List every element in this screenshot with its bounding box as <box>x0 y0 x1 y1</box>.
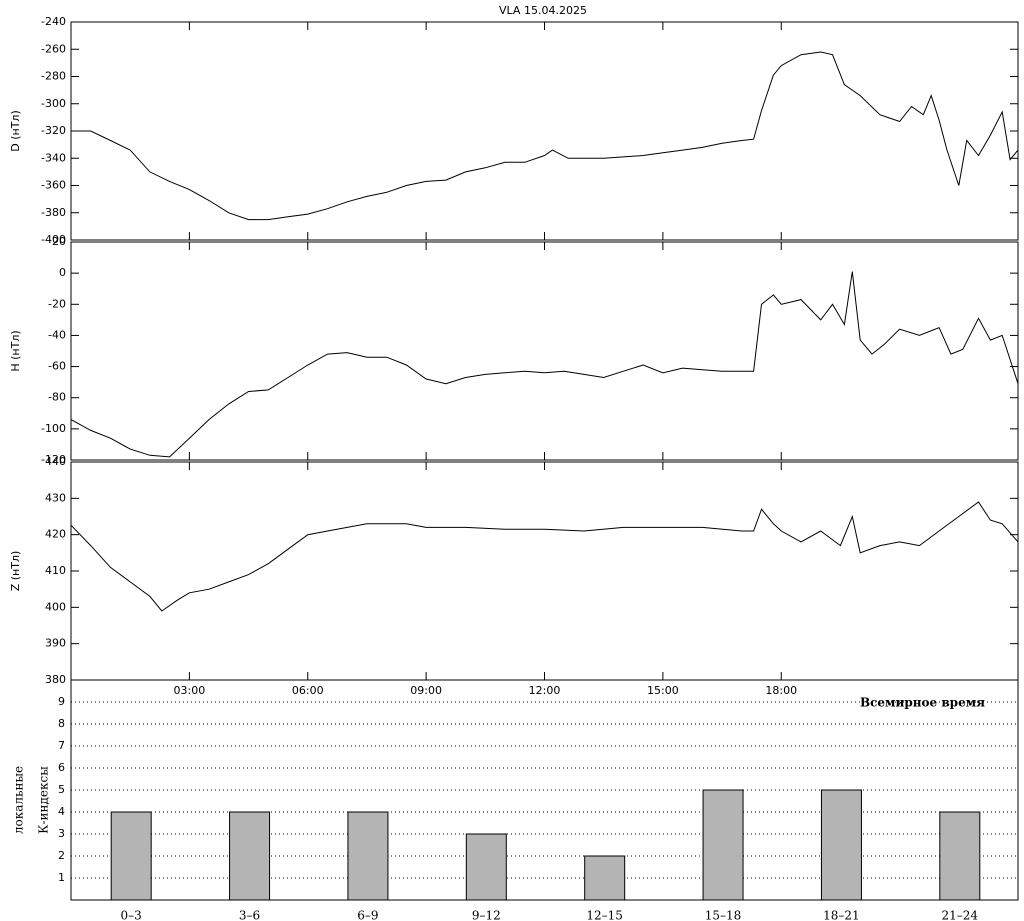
y-tick-label: 20 <box>52 235 66 248</box>
y-tick-label: -320 <box>41 124 66 137</box>
x-tick-label: 15:00 <box>647 684 679 697</box>
y-tick-label: 390 <box>45 637 66 650</box>
bar <box>702 789 744 901</box>
x-tick-label: 12:00 <box>529 684 561 697</box>
y-tick-label: -300 <box>41 97 66 110</box>
y-tick-label: 4 <box>58 805 65 818</box>
y-tick-label: -120 <box>41 453 66 466</box>
y-tick-label: -280 <box>41 70 66 83</box>
y-tick-label: 410 <box>45 564 66 577</box>
data-line <box>70 501 1019 612</box>
y-tick-label: -20 <box>48 297 66 310</box>
bar <box>347 811 389 901</box>
x-tick-label: 12–15 <box>586 909 623 921</box>
y-tick-label: 7 <box>58 739 65 752</box>
plot-frame <box>70 21 1019 241</box>
y-axis-label: К-индексы <box>37 766 51 834</box>
y-tick-label: 2 <box>58 849 65 862</box>
data-line <box>70 271 1019 458</box>
x-tick-label: 9–12 <box>472 909 501 921</box>
bar <box>465 833 507 901</box>
y-tick-label: -80 <box>48 391 66 404</box>
bar <box>110 811 152 901</box>
y-tick-label: 440 <box>45 455 66 468</box>
y-tick-label: -360 <box>41 179 66 192</box>
y-tick-label: 3 <box>58 827 65 840</box>
y-tick-label: -340 <box>41 151 66 164</box>
y-tick-label: 380 <box>45 673 66 686</box>
y-tick-label: -240 <box>41 15 66 28</box>
y-tick-label: 8 <box>58 717 65 730</box>
bar <box>584 855 626 901</box>
y-tick-label: -380 <box>41 206 66 219</box>
y-tick-label: 420 <box>45 528 66 541</box>
x-tick-label: 09:00 <box>410 684 442 697</box>
plot-frame <box>70 461 1019 681</box>
x-tick-label: 6–9 <box>357 909 378 921</box>
x-tick-label: 03:00 <box>174 684 206 697</box>
y-tick-label: 9 <box>58 695 65 708</box>
y-tick-label: -100 <box>41 422 66 435</box>
y-tick-label: -60 <box>48 360 66 373</box>
x-tick-label: 0–3 <box>121 909 142 921</box>
y-tick-label: 430 <box>45 491 66 504</box>
y-axis-label: локальные <box>12 766 26 834</box>
data-line <box>71 51 1019 221</box>
y-tick-label: -40 <box>48 328 66 341</box>
y-tick-label: 1 <box>58 871 65 884</box>
x-axis-label: Всемирное время <box>860 696 985 710</box>
bar <box>820 789 862 901</box>
x-tick-label: 18:00 <box>765 684 797 697</box>
y-tick-label: 400 <box>45 600 66 613</box>
y-tick-label: 5 <box>58 783 65 796</box>
x-tick-label: 18–21 <box>823 909 860 921</box>
y-axis-label: D (нТл) <box>9 110 22 152</box>
x-tick-label: 21–24 <box>942 909 979 921</box>
bar <box>939 811 981 901</box>
x-tick-label: 15–18 <box>705 909 742 921</box>
y-tick-label: -260 <box>41 42 66 55</box>
bar <box>229 811 271 901</box>
chart-title: VLA 15.04.2025 <box>499 4 587 17</box>
x-tick-label: 3–6 <box>239 909 260 921</box>
y-tick-label: 0 <box>59 266 66 279</box>
x-tick-label: 06:00 <box>292 684 324 697</box>
y-tick-label: -400 <box>41 233 66 246</box>
y-axis-label: H (нТл) <box>9 330 22 371</box>
y-axis-label: Z (нТл) <box>9 551 22 592</box>
y-tick-label: 6 <box>58 761 65 774</box>
